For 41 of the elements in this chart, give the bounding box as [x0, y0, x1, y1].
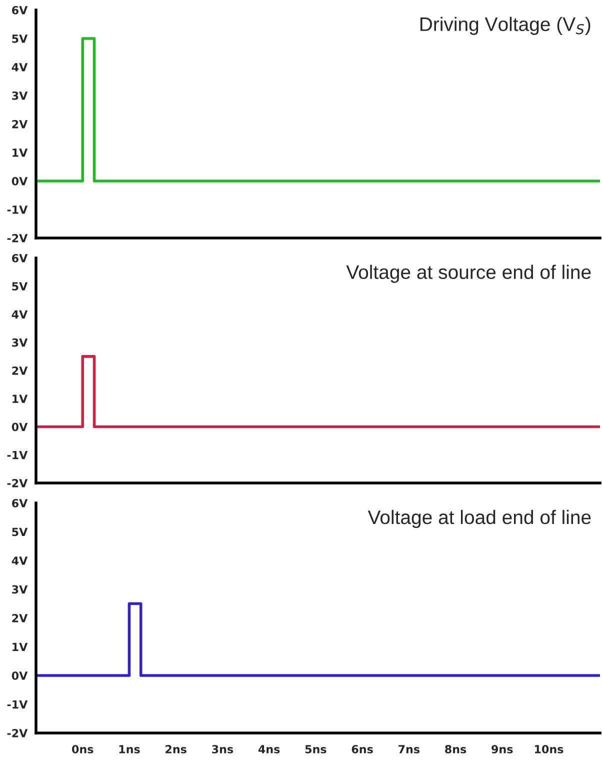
x-tick-label: 1ns	[119, 745, 140, 754]
y-tick-label: 1V	[12, 642, 28, 651]
y-tick-label: 2V	[12, 614, 28, 622]
x-tick-label: 8ns	[445, 745, 466, 754]
y-tick-label: 0V	[12, 176, 28, 186]
x-tick-label: 0ns	[72, 745, 94, 754]
y-tick-label: 6V	[12, 254, 28, 262]
chart-title: Driving Voltage (V$_{S}$)	[420, 16, 590, 35]
y-tick-label: 4V	[12, 556, 28, 565]
y-tick-label: 2V	[12, 120, 28, 128]
y-tick-label: -1V	[7, 700, 28, 708]
y-tick-label: 5V	[12, 528, 28, 536]
x-tick-label: 9ns	[492, 745, 513, 754]
y-tick-label: 3V	[12, 585, 28, 594]
y-tick-label: 4V	[12, 310, 28, 318]
y-tick-label: -2V	[7, 728, 28, 738]
x-tick-label: 7ns	[398, 745, 420, 754]
x-tick-label: 3ns	[212, 745, 234, 754]
y-tick-label: 6V	[12, 6, 28, 14]
y-tick-label: -1V	[7, 450, 28, 460]
y-tick-label: 5V	[12, 282, 28, 291]
y-tick-label: 1V	[12, 394, 28, 403]
y-tick-label: 2V	[12, 366, 28, 375]
y-tick-label: -1V	[7, 206, 28, 214]
y-tick-label: 3V	[12, 91, 28, 100]
y-tick-label: -2V	[7, 478, 28, 488]
y-tick-label: 5V	[12, 34, 28, 43]
x-tick-label: 4ns	[258, 745, 280, 754]
y-tick-label: 0V	[12, 422, 28, 432]
x-tick-label: 10ns	[534, 745, 564, 754]
y-tick-label: 0V	[12, 671, 28, 680]
x-tick-label: 5ns	[305, 745, 326, 754]
y-tick-label: 3V	[12, 338, 28, 347]
chart-title: Voltage at source end of line	[346, 264, 591, 283]
chart-title: Voltage at load end of line	[368, 510, 591, 528]
y-tick-label: 6V	[12, 498, 28, 508]
y-tick-label: 1V	[12, 148, 28, 157]
y-tick-label: -2V	[7, 234, 28, 242]
x-tick-label: 6ns	[352, 745, 373, 754]
y-tick-label: 4V	[12, 63, 28, 72]
x-tick-label: 2ns	[166, 745, 186, 754]
